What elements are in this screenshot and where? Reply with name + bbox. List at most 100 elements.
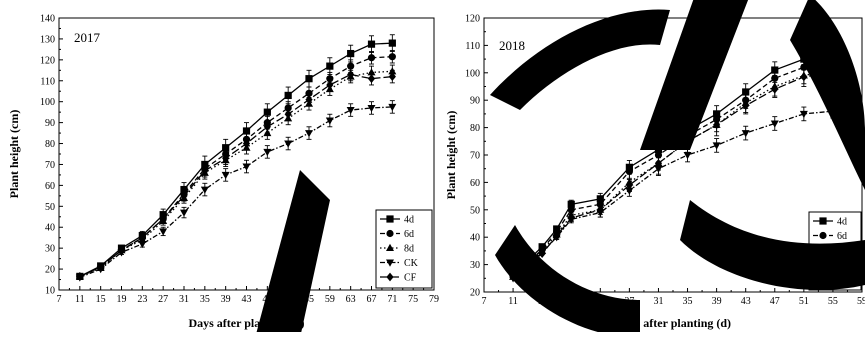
data-point-CF [713,120,721,130]
y-tick-label: 60 [45,181,55,192]
x-axis-title: Days after planting (d) [615,316,731,330]
panel-label: 2017 [74,30,101,45]
panel-label: 2018 [499,38,525,53]
x-tick-label: 63 [346,294,356,305]
y-tick-label: 120 [40,55,55,66]
x-tick-label: 31 [653,296,663,307]
data-point-CF [742,101,750,111]
watermark-stroke-arc [490,9,670,110]
data-point-CK [712,142,721,150]
data-point-CF [97,262,105,272]
data-point-CF [138,233,146,243]
data-point-CF [553,231,561,241]
y-tick-label: 10 [45,286,55,297]
y-tick-label: 90 [45,118,55,129]
data-point-CK [325,117,334,125]
data-point-CK [683,152,692,160]
x-tick-label: 39 [712,296,722,307]
y-tick-label: 140 [40,14,55,25]
x-tick-label: 31 [179,294,189,305]
legend-label-CK: CK [404,258,419,269]
series-CK [75,100,397,282]
legend-marker-4d [386,215,394,223]
watermark-stroke-right-top [790,0,865,190]
y-tick-label: 80 [470,123,480,134]
series-line-CK [79,106,393,279]
data-point-6d [388,53,396,61]
x-tick-label: 55 [828,296,838,307]
data-point-CF [180,191,188,201]
x-tick-label: 75 [408,294,418,305]
y-tick-label: 120 [465,14,480,25]
data-point-CF [263,122,271,132]
legend-label-CF: CF [404,273,417,284]
y-axis-title: Plant height (cm) [7,110,21,199]
y-axis-title: Plant height (cm) [444,111,458,200]
x-tick-label: 67 [367,294,377,305]
x-tick-label: 59 [325,294,335,305]
data-point-CF [654,158,663,168]
data-point-CK [159,228,168,236]
legend-label-6d: 6d [837,231,847,242]
y-tick-label: 40 [470,233,480,244]
series-line-8d [79,70,393,278]
data-point-4d [567,200,575,208]
x-tick-label: 19 [117,294,127,305]
data-point-CF [326,80,334,90]
y-tick-label: 30 [45,244,55,255]
y-tick-label: 110 [40,76,55,87]
x-tick-label: 35 [200,294,210,305]
series-4d [76,34,396,280]
y-tick-label: 100 [40,97,55,108]
data-point-CK [200,186,209,194]
data-point-CF [284,109,292,119]
x-tick-label: 7 [57,294,62,305]
watermark-stroke-right-bottom [680,200,865,290]
data-point-4d [326,62,334,70]
y-tick-label: 70 [45,160,55,171]
data-point-CF [625,180,633,190]
legend-marker-8d [386,243,394,251]
data-point-CF [159,214,167,224]
x-tick-label: 27 [158,294,168,305]
x-tick-label: 59 [857,296,865,307]
data-point-CF [117,245,126,255]
data-point-CK [221,171,230,180]
x-tick-label: 11 [75,294,85,305]
x-tick-label: 55 [304,294,314,305]
x-tick-label: 71 [387,294,397,305]
x-tick-label: 43 [242,294,252,305]
x-tick-label: 7 [482,296,487,307]
data-point-CF [76,272,84,281]
legend-label-6d: 6d [404,229,414,240]
legend-box [375,209,433,289]
data-point-CK [367,104,376,113]
data-point-CF [305,95,313,104]
data-point-CF [222,153,230,163]
x-tick-label: 39 [221,294,231,305]
data-point-CF [771,84,779,94]
y-tick-label: 130 [40,34,55,45]
y-tick-label: 90 [470,96,480,107]
y-tick-label: 50 [470,205,480,216]
data-point-CF [538,249,546,259]
legend-label-8d: 8d [404,244,414,255]
y-tick-label: 80 [45,139,55,150]
x-tick-label: 47 [770,296,780,307]
data-point-CK [346,107,355,115]
y-tick-label: 50 [45,202,55,213]
x-tick-label: 35 [683,296,693,307]
data-point-CK [388,103,397,112]
data-point-CF [388,72,396,81]
y-tick-label: 30 [470,260,480,271]
data-point-CF [201,166,209,176]
legend-marker-CK [386,259,394,267]
data-point-4d [263,108,271,116]
series-line-4d [79,42,393,277]
series-line-6d [79,56,393,277]
data-point-CK [741,130,750,138]
data-point-4d [347,49,355,58]
watermark-stroke-bottom [495,225,640,337]
